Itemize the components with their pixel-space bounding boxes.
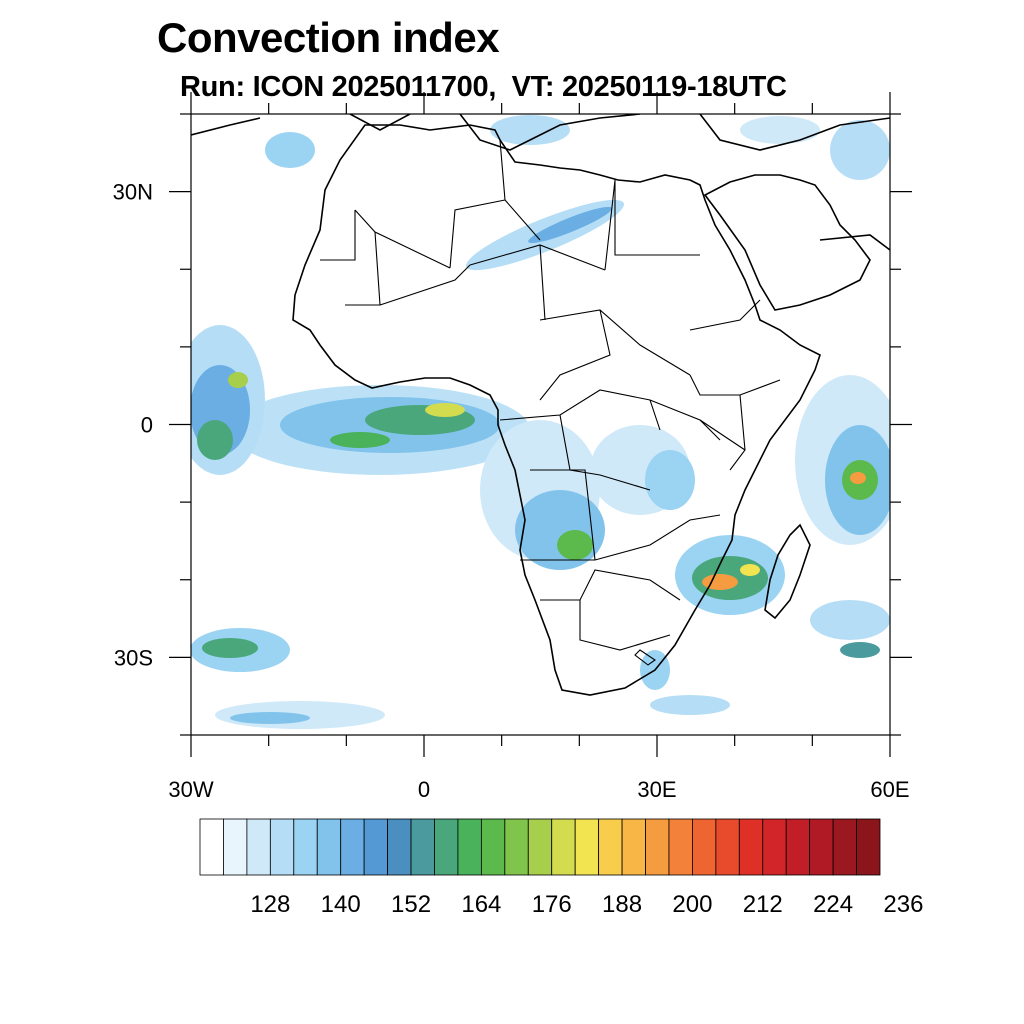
africa-coastline	[292, 124, 821, 696]
colorbar-swatch	[809, 818, 834, 876]
colorbar-swatch	[223, 818, 248, 876]
colorbar-label: 128	[250, 891, 290, 918]
colorbar-swatch	[199, 818, 224, 876]
colorbar: 128 140 152 164 176 188 200 212 224 236	[199, 818, 923, 918]
country-borders	[320, 139, 781, 666]
colorbar-label: 200	[672, 891, 712, 918]
colorbar-swatch	[480, 818, 506, 876]
colorbar-swatch	[738, 818, 764, 876]
colorbar-swatch	[645, 818, 670, 876]
colorbar-swatch	[434, 818, 459, 876]
colorbar-swatch	[832, 818, 857, 876]
map-axes: 30W 0 30E 60E 30N 0 30S	[113, 92, 912, 802]
gulf-coast	[819, 234, 890, 251]
x-tick-label: 0	[418, 777, 430, 802]
colorbar-swatch	[504, 818, 529, 876]
chart-title: Convection index	[157, 14, 500, 61]
colorbar-label: 236	[883, 891, 923, 918]
y-tick-label: 30N	[113, 180, 153, 205]
colorbar-label: 152	[391, 891, 431, 918]
x-tick-label: 30W	[168, 777, 213, 802]
colorbar-label: 212	[743, 891, 783, 918]
colorbar-label: 164	[461, 891, 501, 918]
coastlines	[191, 114, 890, 696]
y-tick-label: 0	[141, 413, 153, 438]
colorbar-swatch	[692, 818, 717, 876]
convection-field	[191, 115, 890, 729]
colorbar-swatch	[269, 818, 295, 876]
chart-subtitle: Run: ICON 2025011700, VT: 20250119-18UTC	[180, 71, 787, 103]
colorbar-swatch	[316, 818, 342, 876]
colorbar-swatch	[551, 818, 576, 876]
colorbar-label: 188	[602, 891, 642, 918]
colorbar-swatch	[856, 818, 881, 876]
colorbar-swatch	[527, 818, 553, 876]
colorbar-swatch	[785, 818, 811, 876]
colorbar-swatch	[668, 818, 693, 876]
colorbar-label: 224	[813, 891, 853, 918]
madagascar	[764, 523, 811, 620]
colorbar-swatch	[457, 818, 482, 876]
colorbar-swatch	[762, 818, 787, 876]
colorbar-swatch	[715, 818, 740, 876]
x-tick-label: 30E	[637, 777, 676, 802]
colorbar-label: 176	[532, 891, 572, 918]
colorbar-swatch	[293, 818, 318, 876]
colorbar-swatch	[598, 818, 623, 876]
colorbar-swatch	[410, 818, 435, 876]
europe-coast	[191, 114, 890, 151]
x-tick-label: 60E	[870, 777, 909, 802]
colorbar-swatch	[621, 818, 646, 876]
colorbar-swatch	[340, 818, 365, 876]
y-tick-label: 30S	[114, 645, 153, 670]
colorbar-swatch	[363, 818, 388, 876]
arabian-peninsula	[703, 174, 871, 311]
colorbar-swatch	[387, 818, 412, 876]
colorbar-label: 140	[321, 891, 361, 918]
colorbar-swatch	[574, 818, 600, 876]
colorbar-swatch	[246, 818, 271, 876]
